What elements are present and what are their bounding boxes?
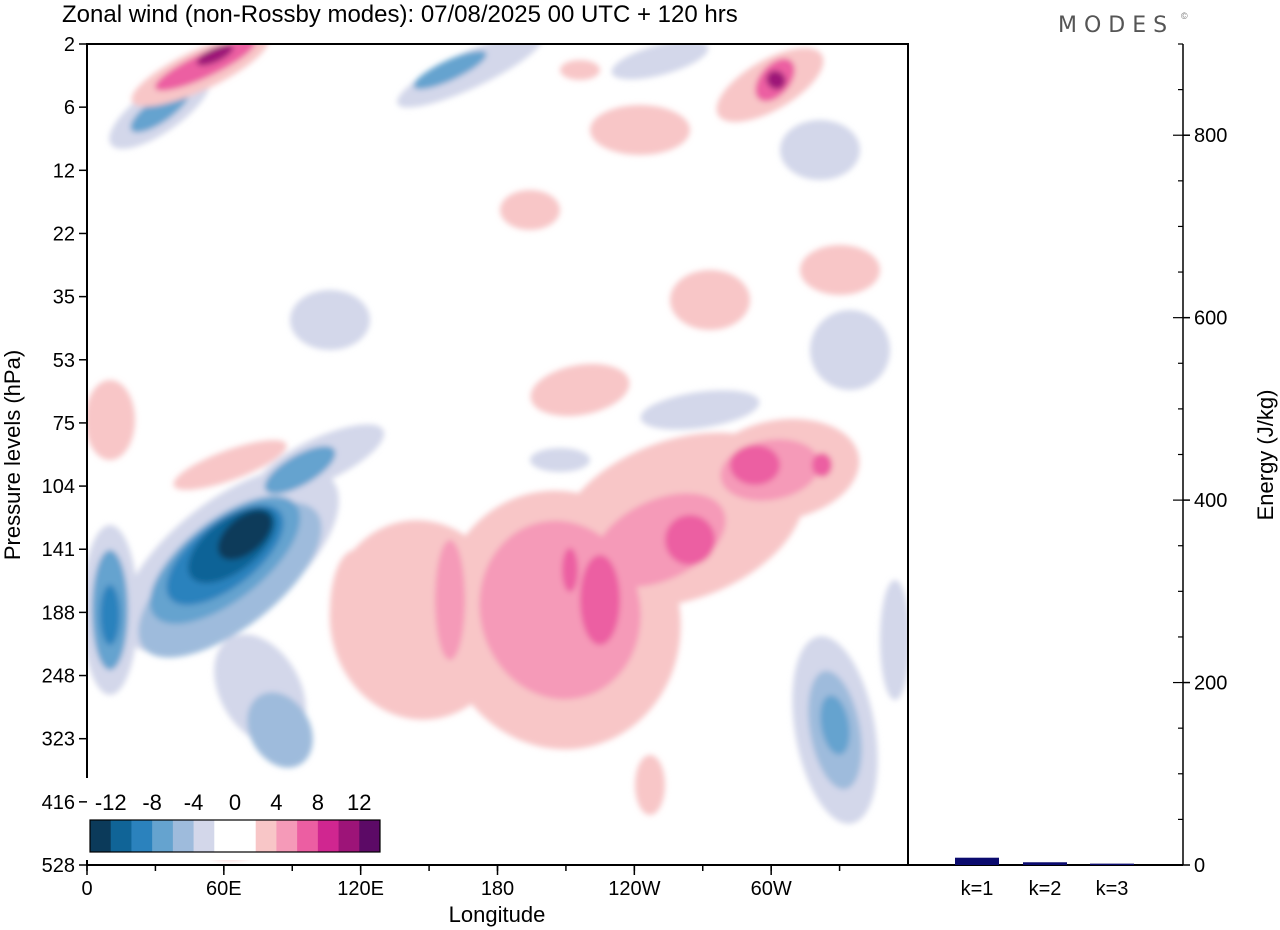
energy-tick-label: 200 — [1194, 673, 1227, 695]
colorbar-cell — [338, 820, 360, 852]
y-tick-label: 2 — [64, 34, 75, 56]
wind-contour — [730, 445, 780, 485]
energy-tick-label: 400 — [1194, 490, 1227, 512]
y-tick-label: 528 — [42, 855, 75, 877]
colorbar-cell — [193, 820, 215, 852]
colorbar-cell — [235, 820, 257, 852]
colorbar-cell — [276, 820, 298, 852]
colorbar-cell — [297, 820, 319, 852]
y-tick-label: 323 — [42, 729, 75, 751]
y-tick-label: 75 — [53, 413, 75, 435]
wind-contour — [196, 44, 234, 66]
energy-panel-background — [908, 44, 1183, 865]
energy-tick-label: 800 — [1194, 125, 1227, 147]
colorbar-cell — [317, 820, 340, 852]
y-tick-label: 416 — [42, 792, 75, 814]
colorbar-tick-label: -8 — [142, 790, 162, 815]
energy-category-label: k=2 — [1029, 878, 1062, 900]
x-tick-label: 60W — [751, 878, 792, 900]
wind-contour — [780, 120, 860, 180]
energy-bar — [955, 857, 999, 865]
wind-contour — [560, 60, 600, 80]
colorbar-cell — [152, 820, 174, 852]
colorbar-frame — [89, 819, 381, 853]
wind-contour — [562, 548, 578, 592]
wind-contour — [435, 540, 465, 660]
energy-category-label: k=1 — [961, 878, 994, 900]
x-axis-label: Longitude — [449, 902, 546, 927]
wind-contour — [290, 290, 370, 350]
wind-contour — [880, 580, 908, 700]
wind-contour — [87, 380, 135, 460]
wind-contour — [810, 310, 890, 390]
colorbar-cell — [131, 820, 153, 852]
y-tick-label: 6 — [64, 97, 75, 119]
energy-axis-label: Energy (J/kg) — [1253, 390, 1278, 521]
y-tick-label: 188 — [42, 602, 75, 624]
wind-contour — [100, 585, 120, 645]
y-tick-label: 248 — [42, 666, 75, 688]
x-tick-label: 0 — [81, 878, 92, 900]
colorbar-tick-label: 8 — [312, 790, 324, 815]
colorbar-cell — [110, 820, 132, 852]
wind-contour — [247, 692, 313, 768]
wind-contour — [611, 44, 709, 80]
wind-contour — [500, 190, 560, 230]
wind-contour — [264, 446, 336, 494]
wind-contour — [670, 270, 750, 330]
energy-bar — [1090, 863, 1134, 865]
energy-tick-label: 600 — [1194, 308, 1227, 330]
energy-category-label: k=3 — [1096, 878, 1129, 900]
y-tick-label: 22 — [53, 223, 75, 245]
wind-contour — [820, 695, 850, 755]
wind-contour — [800, 245, 880, 295]
colorbar-cell — [90, 820, 112, 852]
wind-contour — [413, 50, 487, 90]
wind-contour — [580, 555, 620, 645]
wind-contour — [812, 453, 832, 477]
wind-contour — [530, 448, 590, 472]
brand-logo: MODES — [1058, 13, 1174, 38]
x-tick-label: 120W — [608, 878, 660, 900]
y-tick-label: 104 — [42, 476, 75, 498]
wind-contour — [665, 515, 715, 565]
colorbar-tick-label: 12 — [347, 790, 371, 815]
wind-contour — [173, 440, 287, 490]
zonal-wind-field — [87, 44, 908, 860]
energy-tick-label: 0 — [1194, 855, 1205, 877]
y-axis-label: Pressure levels (hPa) — [0, 350, 25, 560]
colorbar-cell — [172, 820, 195, 852]
wind-contour — [530, 363, 630, 417]
y-tick-label: 141 — [42, 539, 75, 561]
colorbar-tick-label: 0 — [229, 790, 241, 815]
chart-title: Zonal wind (non-Rossby modes): 07/08/202… — [62, 1, 738, 28]
wind-contour — [640, 390, 760, 430]
y-tick-label: 12 — [53, 160, 75, 182]
colorbar-tick-label: -4 — [184, 790, 204, 815]
energy-bar — [1023, 862, 1067, 865]
colorbar-tick-label: -12 — [95, 790, 127, 815]
brand-mark: © — [1181, 11, 1188, 21]
wind-contour — [635, 755, 665, 815]
colorbar-cell — [214, 820, 236, 852]
colorbar-cell — [255, 820, 277, 852]
colorbar-cell — [359, 820, 381, 852]
wind-contour — [217, 510, 273, 560]
colorbar: -12 -8 -4 0 4 8 12 — [85, 778, 385, 860]
x-tick-label: 180 — [481, 878, 514, 900]
y-tick-label: 35 — [53, 287, 75, 309]
x-tick-label: 60E — [206, 878, 242, 900]
colorbar-tick-label: 4 — [270, 790, 282, 815]
wind-contour — [590, 105, 690, 155]
x-tick-label: 120E — [337, 878, 384, 900]
wind-contour — [766, 70, 786, 90]
wind-contour — [330, 550, 380, 670]
energy-panel: k=1 k=2 k=3 0 200 400 600 800 — [907, 43, 1227, 900]
y-tick-label: 53 — [53, 350, 75, 372]
